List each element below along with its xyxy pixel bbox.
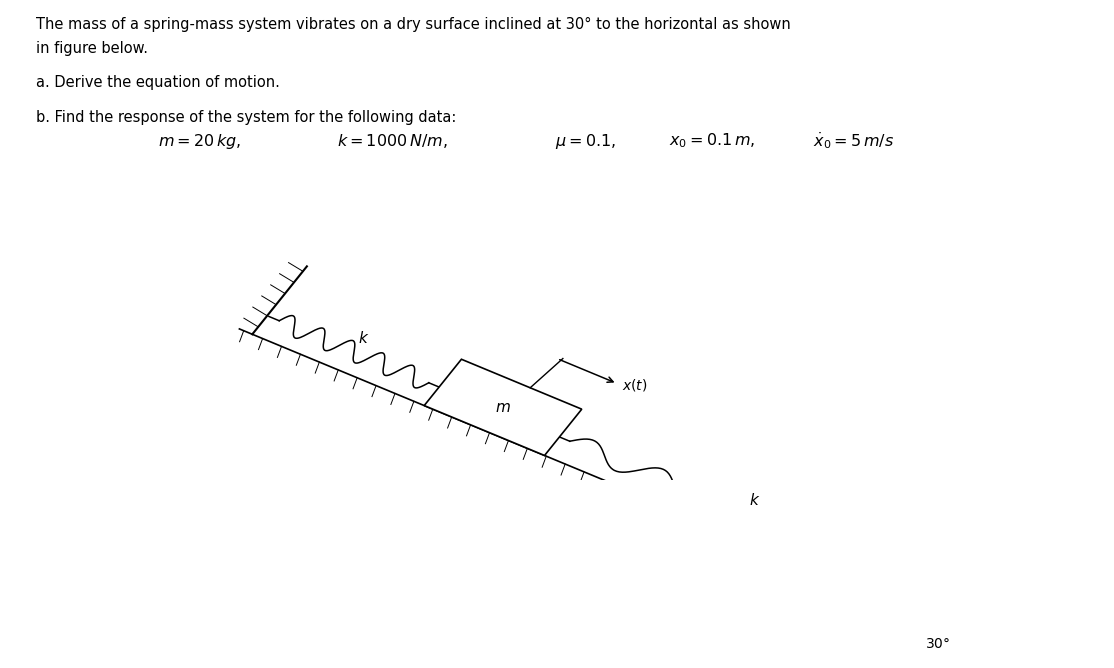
- Text: $30°$: $30°$: [925, 637, 950, 651]
- Text: b. Find the response of the system for the following data:: b. Find the response of the system for t…: [36, 110, 457, 125]
- Text: a. Derive the equation of motion.: a. Derive the equation of motion.: [36, 75, 280, 90]
- Text: $k$: $k$: [750, 492, 761, 508]
- Text: $x_0 = 0.1\,m,$: $x_0 = 0.1\,m,$: [670, 132, 755, 150]
- Text: $m$: $m$: [495, 400, 511, 415]
- Text: The mass of a spring-mass system vibrates on a dry surface inclined at 30° to th: The mass of a spring-mass system vibrate…: [36, 17, 791, 32]
- Text: in figure below.: in figure below.: [36, 41, 148, 56]
- Text: $\dot{x}_0 = 5\,m/s$: $\dot{x}_0 = 5\,m/s$: [813, 131, 895, 152]
- Text: $k = 1000\,N/m,$: $k = 1000\,N/m,$: [336, 132, 448, 150]
- Text: $k$: $k$: [359, 330, 370, 346]
- Text: $x(t)$: $x(t)$: [622, 377, 647, 393]
- Polygon shape: [424, 359, 582, 456]
- Text: $\mu = 0.1,$: $\mu = 0.1,$: [555, 132, 616, 150]
- Text: $m = 20\,kg,$: $m = 20\,kg,$: [158, 132, 241, 150]
